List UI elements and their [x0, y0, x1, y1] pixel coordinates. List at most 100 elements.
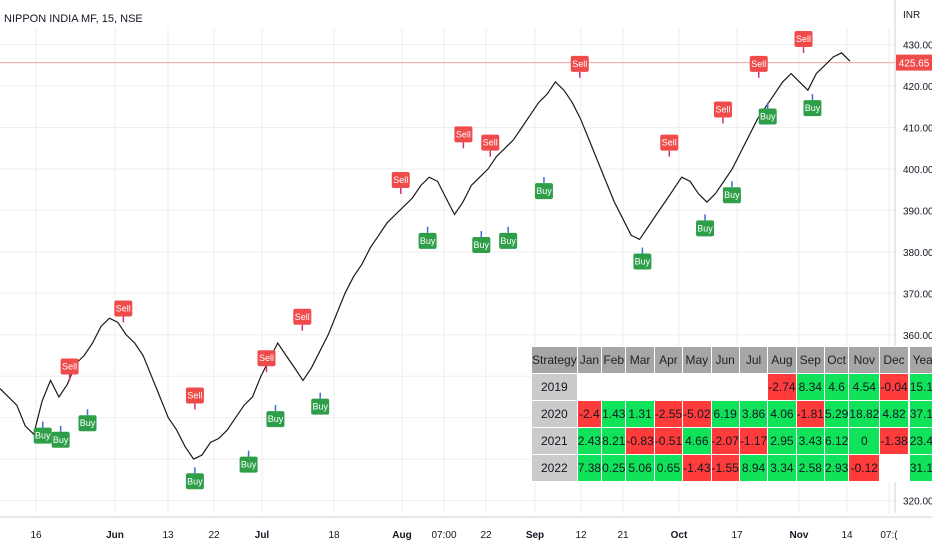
buy-signal: Buy: [311, 392, 330, 415]
table-header-row: Strategy Jan Feb Mar Apr May Jun Jul Aug Sep Oct No…: [531, 346, 932, 374]
month-return-cell: -2.4: [576, 400, 603, 428]
price-tick-label: 320.00: [903, 497, 932, 508]
year-total-cell: 37.16: [908, 400, 932, 428]
sell-signal: Sell: [293, 308, 312, 331]
signal-label: Buy: [760, 111, 776, 121]
table-header-cell: Jan: [576, 346, 603, 374]
month-return-cell: 3.34: [767, 454, 797, 482]
month-return-cell: -1.81: [795, 400, 825, 428]
table-header-cell: Aug: [767, 346, 797, 374]
buy-signal: Buy: [803, 94, 822, 117]
sell-signal: Sell: [749, 55, 768, 78]
price-series: [0, 52, 851, 460]
month-return-cell: 0.65: [653, 454, 684, 482]
time-tick-label: 07:(: [880, 530, 898, 541]
buy-signal: Buy: [239, 450, 258, 473]
time-tick-label: 17: [731, 530, 743, 541]
signal-box: [293, 308, 312, 325]
price-tick-label: 430.00: [903, 41, 932, 52]
signal-box: [185, 387, 204, 404]
signal-label: Buy: [805, 103, 821, 113]
sell-signal: Sell: [60, 358, 79, 381]
signal-box: [391, 171, 410, 188]
signal-box: [481, 134, 500, 151]
signal-box: [534, 183, 553, 200]
signal-box: [472, 236, 491, 253]
table-header-cell: Nov: [848, 346, 881, 374]
current-price-label: 425.65: [899, 59, 930, 70]
time-tick-label: 18: [328, 530, 340, 541]
table-header-cell: Strategy: [531, 346, 578, 374]
time-tick-label: 21: [617, 530, 629, 541]
month-return-cell: 8.21: [601, 427, 627, 455]
month-return-cell: 8.94: [738, 454, 769, 482]
table-header-cell: Feb: [601, 346, 627, 374]
table-header-cell: Oct: [823, 346, 850, 374]
signal-box: [33, 427, 52, 444]
month-return-cell: -1.55: [710, 454, 740, 482]
month-return-cell: 6.19: [710, 400, 740, 428]
buy-signal: Buy: [696, 214, 715, 237]
sell-signal: Sell: [660, 134, 679, 157]
signal-box: [803, 100, 822, 117]
signal-box: [794, 31, 813, 48]
table-header-cell: Apr: [653, 346, 684, 374]
signal-label: Buy: [80, 418, 96, 428]
signal-box: [60, 358, 79, 375]
signal-label: Buy: [312, 402, 328, 412]
signal-label: Buy: [187, 476, 203, 486]
month-return-cell: 7.38: [576, 454, 603, 482]
signal-label: Sell: [116, 303, 131, 313]
price-tick-label: 400.00: [903, 165, 932, 176]
buy-signal: Buy: [51, 425, 70, 448]
time-tick-label: 22: [480, 530, 492, 541]
price-tick-label: 410.00: [903, 123, 932, 134]
month-return-cell: -1.38: [879, 427, 909, 455]
signal-label: Buy: [268, 414, 284, 424]
signal-box: [758, 108, 777, 125]
signal-label: Buy: [53, 435, 69, 445]
signal-label: Sell: [483, 138, 498, 148]
month-return-cell: [576, 373, 603, 401]
table-header-cell: Sep: [795, 346, 825, 374]
buy-signal: Buy: [633, 247, 652, 270]
signal-label: Sell: [715, 104, 730, 114]
signal-box: [78, 415, 97, 432]
month-return-cell: -5.02: [682, 400, 712, 428]
signal-box: [722, 187, 741, 204]
current-price-line: 425.65: [0, 54, 932, 71]
month-return-cell: 3.43: [795, 427, 825, 455]
time-tick-label: 22: [208, 530, 220, 541]
sell-signal: Sell: [570, 55, 589, 78]
table-row: 2021 2.43 8.21 -0.83 -0.51 4.66 -2.07 -1.17 2.95…: [531, 427, 932, 455]
signal-label: Buy: [474, 240, 490, 250]
time-tick-label: Jul: [255, 530, 270, 541]
signal-label: Sell: [662, 138, 677, 148]
year-cell: 2020: [531, 400, 578, 428]
signal-box: [633, 253, 652, 270]
signal-label: Sell: [456, 129, 471, 139]
month-return-cell: 2.95: [767, 427, 797, 455]
signal-label: Sell: [751, 59, 766, 69]
month-return-cell: [653, 373, 684, 401]
table-header-cell: Dec: [879, 346, 909, 374]
buy-signal: Buy: [185, 467, 204, 490]
buy-signal: Buy: [472, 230, 491, 253]
buy-signal: Buy: [534, 177, 553, 200]
month-return-cell: 3.86: [738, 400, 769, 428]
signal-label: Buy: [635, 257, 651, 267]
signal-box: [713, 101, 732, 118]
time-tick-label: 14: [841, 530, 853, 541]
signal-box: [51, 431, 70, 448]
month-return-cell: 1.31: [625, 400, 655, 428]
current-price-badge: [896, 54, 932, 71]
month-return-cell: 2.58: [795, 454, 825, 482]
signal-label: Sell: [572, 59, 587, 69]
signal-label: Buy: [241, 460, 257, 470]
sell-signal: Sell: [391, 171, 410, 194]
sell-signal: Sell: [114, 300, 133, 323]
buy-signal: Buy: [33, 421, 52, 444]
price-tick-label: 420.00: [903, 82, 932, 93]
month-return-cell: -2.74: [767, 373, 797, 401]
